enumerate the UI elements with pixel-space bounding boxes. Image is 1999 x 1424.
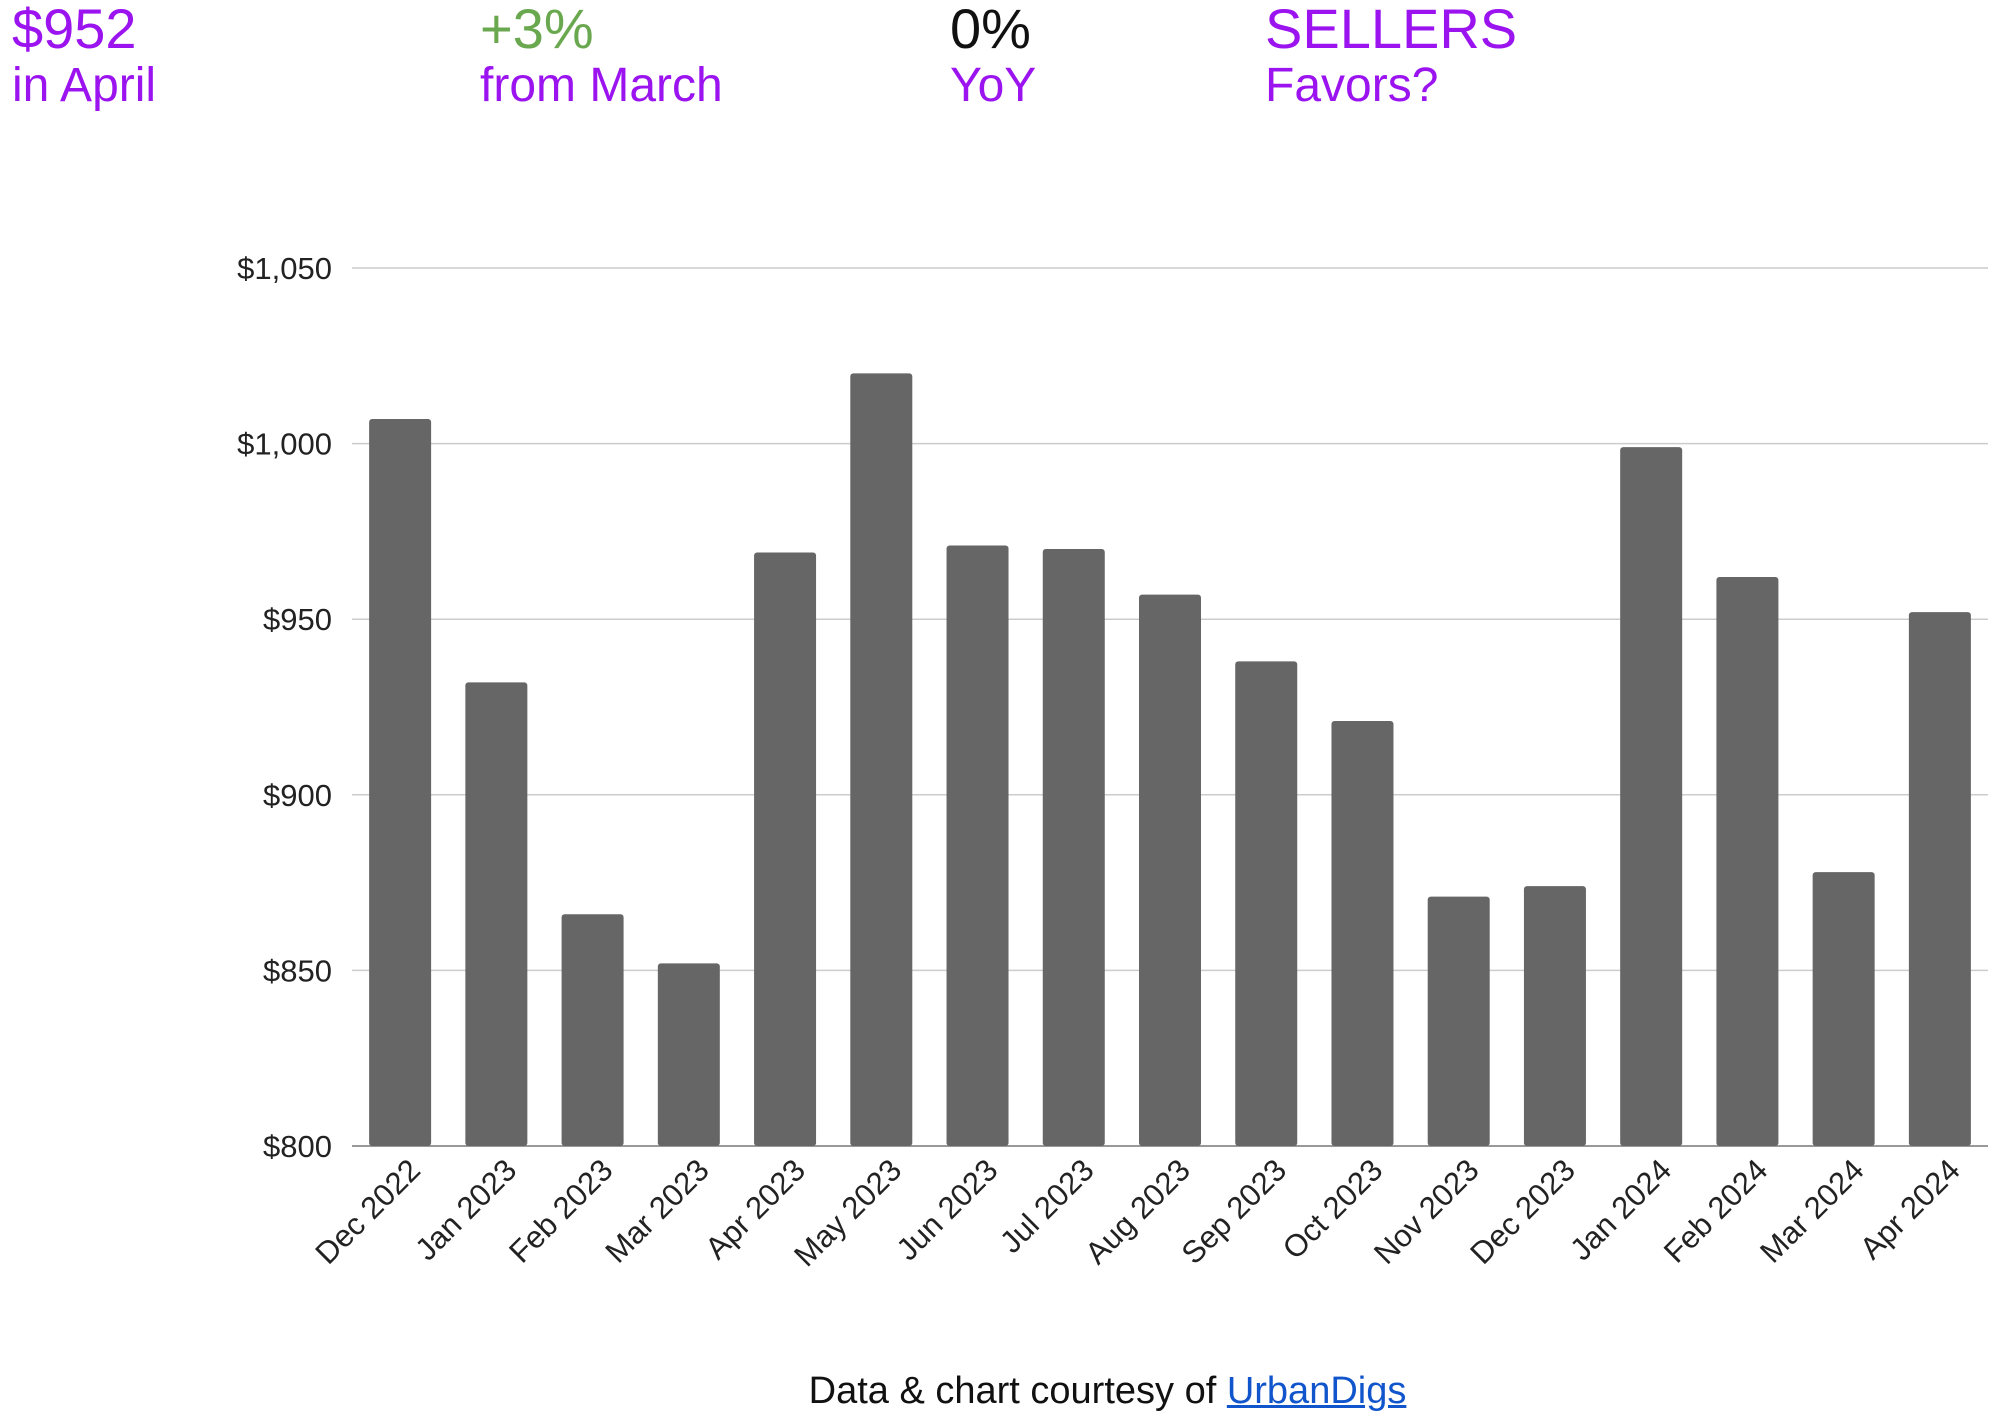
bars (369, 373, 1971, 1146)
x-tick-label: Mar 2023 (598, 1152, 715, 1269)
credit-prefix: Data & chart courtesy of (808, 1370, 1227, 1412)
y-tick-label: $900 (263, 778, 332, 813)
mom-value: +3% (480, 0, 594, 60)
x-tick-label: Apr 2024 (1853, 1152, 1967, 1266)
x-tick-label: Dec 2023 (1463, 1152, 1582, 1271)
bar (1139, 594, 1201, 1146)
x-tick-label: Feb 2024 (1657, 1152, 1774, 1269)
x-tick-label: Mar 2024 (1753, 1152, 1870, 1269)
bar (1812, 872, 1875, 1146)
market-value: SELLERS (1265, 0, 1518, 60)
bar (1042, 548, 1105, 1146)
stat-year-over-year: 0% YoY (950, 0, 1036, 114)
x-tick-label: Feb 2023 (502, 1152, 619, 1269)
bar (1523, 886, 1586, 1146)
price-value: $952 (12, 0, 137, 60)
stat-month-over-month: +3% from March (480, 0, 723, 114)
yoy-value: 0% (950, 0, 1031, 60)
price-label: in April (12, 59, 157, 112)
y-axis-tick-labels: $800 $850 $900 $950 $1,000 $1,050 (237, 251, 332, 1164)
yoy-label: YoY (950, 59, 1037, 112)
bar (1331, 721, 1394, 1146)
bar (754, 552, 817, 1146)
bar (946, 545, 1009, 1146)
x-tick-label: Nov 2023 (1367, 1152, 1486, 1271)
bar (1620, 447, 1683, 1146)
bar (1716, 577, 1779, 1146)
y-tick-label: $850 (263, 953, 332, 988)
urbandigs-link[interactable]: UrbanDigs (1226, 1370, 1407, 1412)
market-label: Favors? (1265, 59, 1439, 112)
x-tick-label: Sep 2023 (1175, 1152, 1294, 1271)
bar (1908, 612, 1971, 1146)
y-tick-label: $950 (263, 602, 332, 637)
x-tick-label: Dec 2022 (308, 1152, 427, 1271)
x-tick-label: Jun 2023 (890, 1152, 1005, 1267)
stat-price: $952 in April (12, 0, 156, 114)
bar (1235, 661, 1298, 1146)
mom-label: from March (480, 59, 723, 112)
bar (465, 682, 528, 1146)
y-tick-label: $800 (263, 1129, 332, 1164)
bar (850, 373, 913, 1146)
y-tick-label: $1,000 (237, 427, 332, 462)
bar (369, 419, 432, 1146)
bar (1427, 896, 1490, 1146)
bar (657, 963, 720, 1146)
x-tick-label: Aug 2023 (1078, 1152, 1197, 1271)
y-tick-label: $1,050 (237, 251, 332, 286)
stat-market-favor: SELLERS Favors? (1265, 0, 1517, 114)
bar (561, 914, 624, 1146)
credit-line: Data & chart courtesy of UrbanDigs (0, 1370, 1999, 1413)
